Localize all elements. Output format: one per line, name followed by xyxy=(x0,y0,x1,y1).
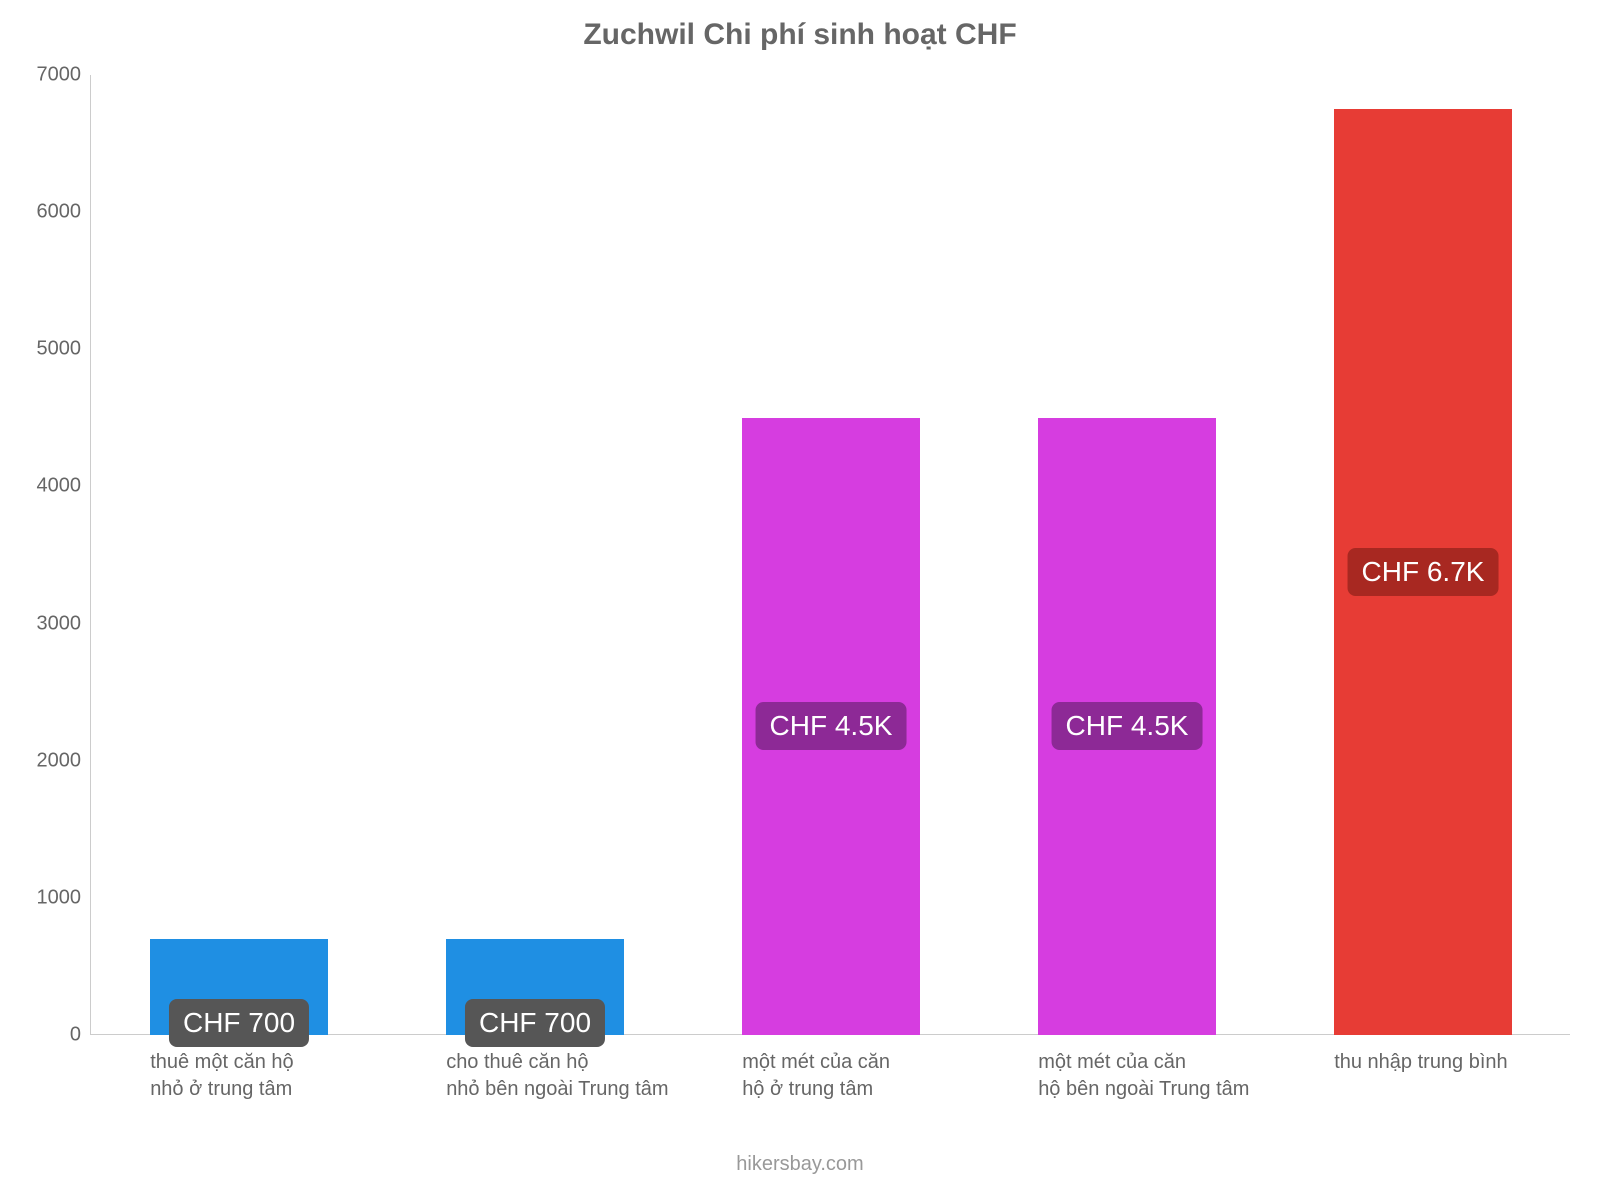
y-tick-label: 0 xyxy=(11,1024,81,1047)
x-tick-label: cho thuê căn hộ nhỏ bên ngoài Trung tâm xyxy=(446,1049,742,1103)
value-badge: CHF 700 xyxy=(169,999,309,1047)
y-tick-label: 7000 xyxy=(11,64,81,87)
x-tick-label: thuê một căn hộ nhỏ ở trung tâm xyxy=(150,1049,446,1103)
y-tick-label: 3000 xyxy=(11,612,81,635)
value-badge: CHF 4.5K xyxy=(756,702,907,750)
chart-title: Zuchwil Chi phí sinh hoạt CHF xyxy=(0,18,1600,52)
value-badge: CHF 4.5K xyxy=(1052,702,1203,750)
y-tick-label: 2000 xyxy=(11,749,81,772)
value-badge: CHF 6.7K xyxy=(1348,548,1499,596)
cost-of-living-chart: Zuchwil Chi phí sinh hoạt CHF 0100020003… xyxy=(0,0,1600,1200)
y-tick-label: 1000 xyxy=(11,886,81,909)
y-tick-label: 6000 xyxy=(11,201,81,224)
value-badge: CHF 700 xyxy=(465,999,605,1047)
plot-area: 01000200030004000500060007000CHF 700thuê… xyxy=(90,75,1570,1035)
x-tick-label: thu nhập trung bình xyxy=(1334,1049,1600,1076)
y-tick-label: 5000 xyxy=(11,338,81,361)
y-tick-label: 4000 xyxy=(11,475,81,498)
x-tick-label: một mét của căn hộ bên ngoài Trung tâm xyxy=(1038,1049,1334,1103)
x-tick-label: một mét của căn hộ ở trung tâm xyxy=(742,1049,1038,1103)
chart-footer: hikersbay.com xyxy=(0,1153,1600,1176)
